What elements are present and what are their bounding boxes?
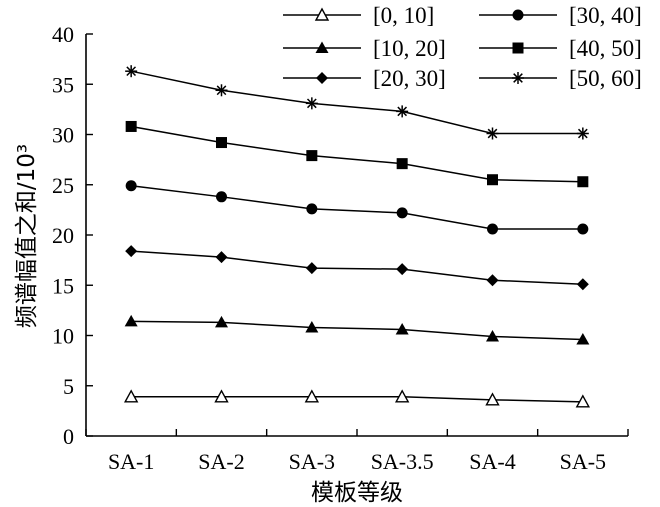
legend-entry: [50, 60]: [479, 66, 642, 91]
x-axis-title: 模板等级: [311, 480, 403, 506]
legend-entry: [0, 10]: [283, 3, 434, 28]
legend-entry: [10, 20]: [283, 36, 446, 61]
legend-marker: [315, 41, 329, 53]
data-point: [215, 251, 228, 264]
data-point: [305, 97, 318, 110]
data-point: [576, 278, 589, 291]
star-stroke: [397, 106, 408, 117]
legend-marker: [314, 7, 330, 21]
series-line: [131, 70, 583, 135]
y-tick-label: 35: [52, 72, 74, 97]
data-point: [396, 158, 408, 170]
data-point: [214, 389, 229, 403]
star-stroke: [306, 98, 317, 109]
data-point: [306, 203, 318, 215]
data-point: [125, 180, 137, 192]
data-point: [305, 320, 319, 333]
star-stroke: [577, 128, 588, 139]
data-point: [396, 105, 409, 118]
series-layer: [123, 65, 591, 408]
legend-label: [10, 20]: [373, 36, 446, 61]
data-point: [124, 314, 138, 327]
data-point: [215, 315, 228, 328]
data-point: [577, 176, 589, 188]
data-point: [577, 223, 589, 235]
data-point: [576, 333, 590, 345]
x-tick-label: SA-5: [560, 449, 606, 474]
series-5: [125, 65, 589, 140]
y-tick-label: 10: [52, 324, 74, 349]
legend-marker: [316, 72, 328, 84]
data-point: [487, 223, 498, 235]
series-1: [124, 314, 590, 345]
series-3: [125, 180, 589, 235]
legend-entry: [20, 30]: [283, 66, 446, 91]
data-point: [123, 389, 139, 403]
legend-label: [30, 40]: [569, 3, 642, 28]
y-axis-title: 频谱幅值之和/10³: [14, 144, 40, 328]
data-point: [306, 150, 318, 162]
y-tick-label: 40: [52, 22, 74, 47]
data-point: [485, 392, 500, 406]
legend-label: [40, 50]: [569, 36, 642, 61]
data-point: [486, 127, 499, 140]
star-stroke: [487, 128, 498, 139]
legend-entry: [30, 40]: [479, 3, 642, 28]
x-tick-label: SA-3: [289, 449, 335, 474]
y-tick-label: 20: [52, 223, 74, 248]
x-tick-label: SA-2: [198, 449, 244, 474]
y-tick-label: 30: [52, 123, 74, 148]
legend-marker: [512, 9, 524, 21]
legend-entry: [40, 50]: [479, 36, 642, 61]
series-line: [131, 125, 583, 183]
axes: 0 5 10 15 20 25 30 35 40 SA-1 SA-2 SA-3 SA-3.5 SA-4 SA…: [52, 22, 629, 474]
data-point: [575, 394, 591, 408]
star-stroke: [126, 66, 137, 77]
x-tick-label: SA-1: [108, 449, 154, 474]
data-point: [125, 245, 138, 258]
legend-marker: [512, 42, 524, 54]
star-stroke: [513, 73, 523, 83]
data-point: [215, 84, 228, 97]
series-4: [125, 120, 589, 188]
data-point: [396, 207, 408, 219]
legend-label: [20, 30]: [373, 66, 446, 91]
y-tick-label: 5: [63, 374, 74, 399]
data-point: [487, 174, 498, 186]
data-point: [394, 389, 410, 403]
data-point: [486, 330, 499, 342]
y-tick-label: 0: [63, 424, 74, 449]
x-tick-label: SA-4: [469, 449, 515, 474]
data-point: [395, 322, 409, 335]
y-tick-label: 15: [52, 273, 74, 298]
data-point: [216, 137, 227, 149]
series-line: [131, 320, 583, 341]
legend-label: [50, 60]: [569, 66, 642, 91]
x-tick-label: SA-3.5: [371, 449, 434, 474]
series-line: [131, 396, 583, 403]
series-line: [131, 185, 583, 230]
data-point: [216, 191, 227, 203]
series-0: [123, 389, 591, 408]
series-2: [125, 245, 589, 291]
data-point: [125, 120, 137, 132]
legend-label: [0, 10]: [373, 3, 434, 28]
data-point: [396, 263, 409, 276]
data-point: [305, 262, 318, 275]
y-tick-label: 25: [52, 173, 74, 198]
legend-marker: [512, 72, 524, 84]
series-line: [131, 250, 583, 285]
data-point: [576, 127, 589, 140]
data-point: [125, 65, 138, 78]
data-point: [486, 274, 499, 287]
legend: [0, 10] [10, 20] [20, 30] [30, 40] [40, 50] […: [283, 3, 642, 91]
star-stroke: [216, 85, 227, 96]
data-point: [304, 389, 320, 403]
